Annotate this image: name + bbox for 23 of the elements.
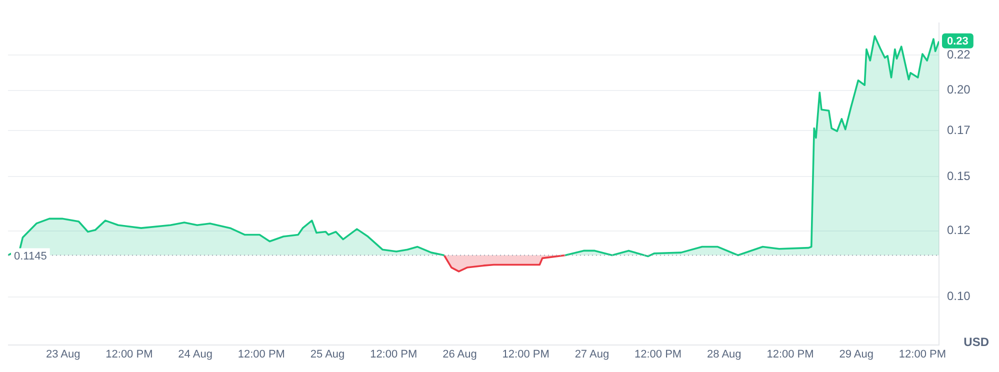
x-tick-label: 12:00 PM [106,348,153,360]
x-tick-label: 29 Aug [839,348,874,360]
y-tick-label: 0.20 [947,82,971,97]
x-tick-label: 12:00 PM [634,348,682,360]
y-tick-label: 0.17 [947,122,971,137]
ref-line-label: 0.1145 [14,250,47,262]
y-tick-label: 0.22 [947,47,971,62]
x-tick-label: 25 Aug [310,348,345,360]
x-tick-label: 12:00 PM [370,348,418,360]
x-tick-label: 12:00 PM [898,348,946,360]
x-tick-label: 12:00 PM [766,348,814,360]
data-label: 0.23 [947,35,968,48]
y-tick-label: 0.10 [947,289,971,304]
y-tick-label: 0.12 [947,223,971,238]
x-tick-label: 27 Aug [574,348,610,360]
x-tick-label: 23 Aug [46,348,80,360]
x-tick-label: 12:00 PM [238,348,285,360]
y-tick-label: 0.15 [947,168,971,183]
x-tick-label: 24 Aug [178,348,212,360]
y-axis-title: USD [964,335,990,350]
x-tick-label: 28 Aug [707,348,742,360]
x-tick-label: 12:00 PM [502,348,550,360]
x-tick-label: 26 Aug [442,348,477,360]
